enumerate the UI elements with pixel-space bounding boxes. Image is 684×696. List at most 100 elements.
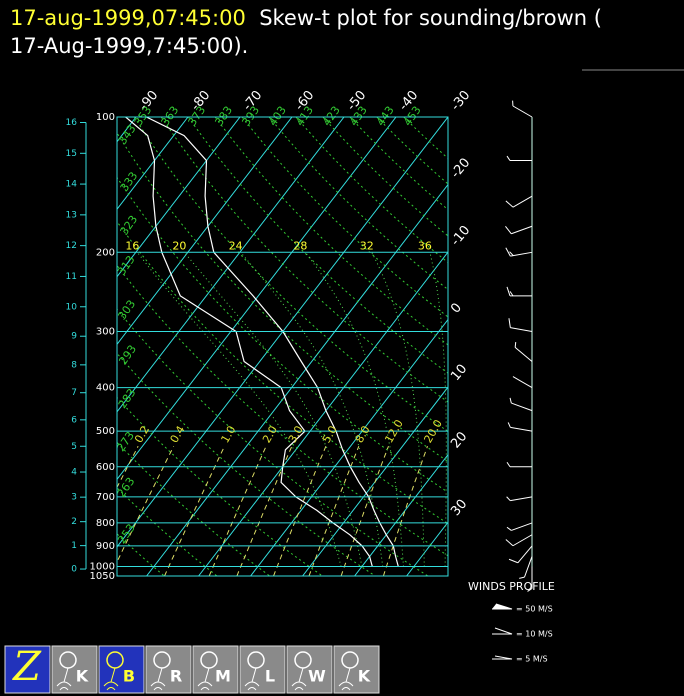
barb-feather	[509, 291, 514, 297]
tool-button[interactable]: L	[239, 645, 286, 694]
isotherm-label: -10	[448, 223, 473, 249]
isotherm	[117, 117, 241, 278]
height-label: 6	[71, 415, 77, 425]
mixing-ratio-label: 5.0	[320, 424, 340, 446]
wind-barb	[507, 422, 533, 432]
height-label: 5	[71, 442, 77, 452]
mixing-ratio-line	[340, 446, 389, 576]
button-face	[51, 645, 98, 694]
tool-button[interactable]: K	[51, 645, 98, 694]
dry-adiabat-label: 343	[116, 122, 139, 147]
wind-barb	[506, 155, 532, 162]
sounding-line	[146, 117, 399, 567]
wind-barb	[512, 376, 533, 389]
barb-staff	[512, 195, 533, 208]
height-label: 0	[71, 565, 77, 575]
balloon-string	[345, 667, 351, 683]
height-label: 7	[71, 388, 77, 398]
wind-barb	[506, 496, 533, 502]
isotherm	[117, 117, 448, 548]
pressure-label: 800	[96, 518, 115, 529]
wind-barb	[508, 545, 533, 564]
barb-staff	[512, 105, 533, 118]
button-face	[192, 645, 239, 694]
balloon-string	[251, 667, 257, 683]
pressure-label: 700	[96, 492, 115, 503]
tool-button[interactable]: B	[98, 645, 145, 694]
tool-button[interactable]: K	[333, 645, 380, 694]
wind-barb	[527, 566, 533, 592]
button-face	[98, 645, 145, 694]
dry-adiabat	[322, 117, 448, 237]
tool-button[interactable]: R	[145, 645, 192, 694]
antenna	[103, 681, 119, 691]
barb-feather	[505, 247, 511, 257]
isotherm	[117, 117, 293, 346]
dry-adiabat-label: 323	[118, 213, 141, 238]
dry-adiabat-label: 443	[374, 104, 397, 129]
mixing-ratio-line	[164, 445, 225, 576]
button-face	[286, 645, 333, 694]
dry-adiabat	[349, 117, 448, 211]
plot-frame	[116, 116, 449, 577]
sounding-line	[125, 117, 373, 567]
mixing-ratio-line	[273, 446, 327, 576]
dry-adiabat-label: 263	[115, 475, 138, 500]
height-label: 15	[66, 149, 77, 159]
wind-barb	[505, 225, 533, 235]
mixing-ratio-line	[117, 445, 175, 563]
wind-barb	[505, 247, 533, 257]
isotherm	[117, 117, 189, 211]
tool-button[interactable]: M	[192, 645, 239, 694]
height-label: 11	[66, 272, 77, 282]
barb-staff	[510, 426, 533, 432]
dry-adiabat-label: 383	[212, 104, 235, 129]
barb-feather	[506, 496, 511, 502]
barb-feather	[514, 341, 517, 348]
moist-adiabat-label: 36	[418, 239, 432, 252]
tool-button[interactable]: W	[286, 645, 333, 694]
mixing-ratio-label: 2.0	[260, 424, 280, 446]
balloon-string	[110, 667, 116, 683]
mixing-ratio-line	[382, 446, 428, 576]
legend-barb	[492, 627, 513, 635]
pressure-label: 100	[96, 112, 115, 123]
legend-barb	[492, 603, 513, 610]
dry-adiabat	[0, 117, 112, 576]
barb-feather	[506, 155, 511, 161]
isotherm	[117, 117, 397, 481]
button-label: W	[308, 667, 326, 686]
dry-adiabat	[376, 117, 448, 185]
wind-barb	[505, 534, 533, 547]
antenna	[338, 681, 354, 691]
button-label: R	[170, 667, 182, 686]
legend-label: = 10 M/S	[516, 630, 553, 639]
moist-adiabat-label: 24	[229, 239, 243, 252]
wind-barb	[506, 286, 532, 297]
dry-adiabat	[133, 117, 448, 433]
barb-feather	[505, 539, 514, 547]
wind-barb	[509, 397, 533, 412]
mixing-ratio-label: 1.0	[218, 424, 238, 446]
moist-adiabat	[137, 251, 342, 567]
dry-adiabat	[117, 131, 448, 463]
button-face	[239, 645, 286, 694]
height-label: 1	[71, 541, 77, 551]
legend-label: = 50 M/S	[516, 605, 553, 614]
wind-barb	[519, 556, 533, 579]
height-label: 4	[71, 468, 77, 478]
isotherm	[146, 183, 448, 576]
date: 17-aug-1999,07:45:00	[10, 6, 246, 30]
barb-feather	[505, 200, 514, 208]
mixing-ratio-label: 8.0	[353, 424, 373, 446]
dry-adiabat	[268, 117, 448, 291]
isotherm-label: -30	[448, 88, 473, 114]
tool-button[interactable]: Z	[4, 644, 51, 694]
button-face	[145, 645, 192, 694]
legend-barb	[492, 655, 513, 660]
mixing-ratio-label: 0.2	[132, 424, 152, 446]
button-label: K	[76, 667, 89, 686]
plot-area	[0, 117, 448, 576]
